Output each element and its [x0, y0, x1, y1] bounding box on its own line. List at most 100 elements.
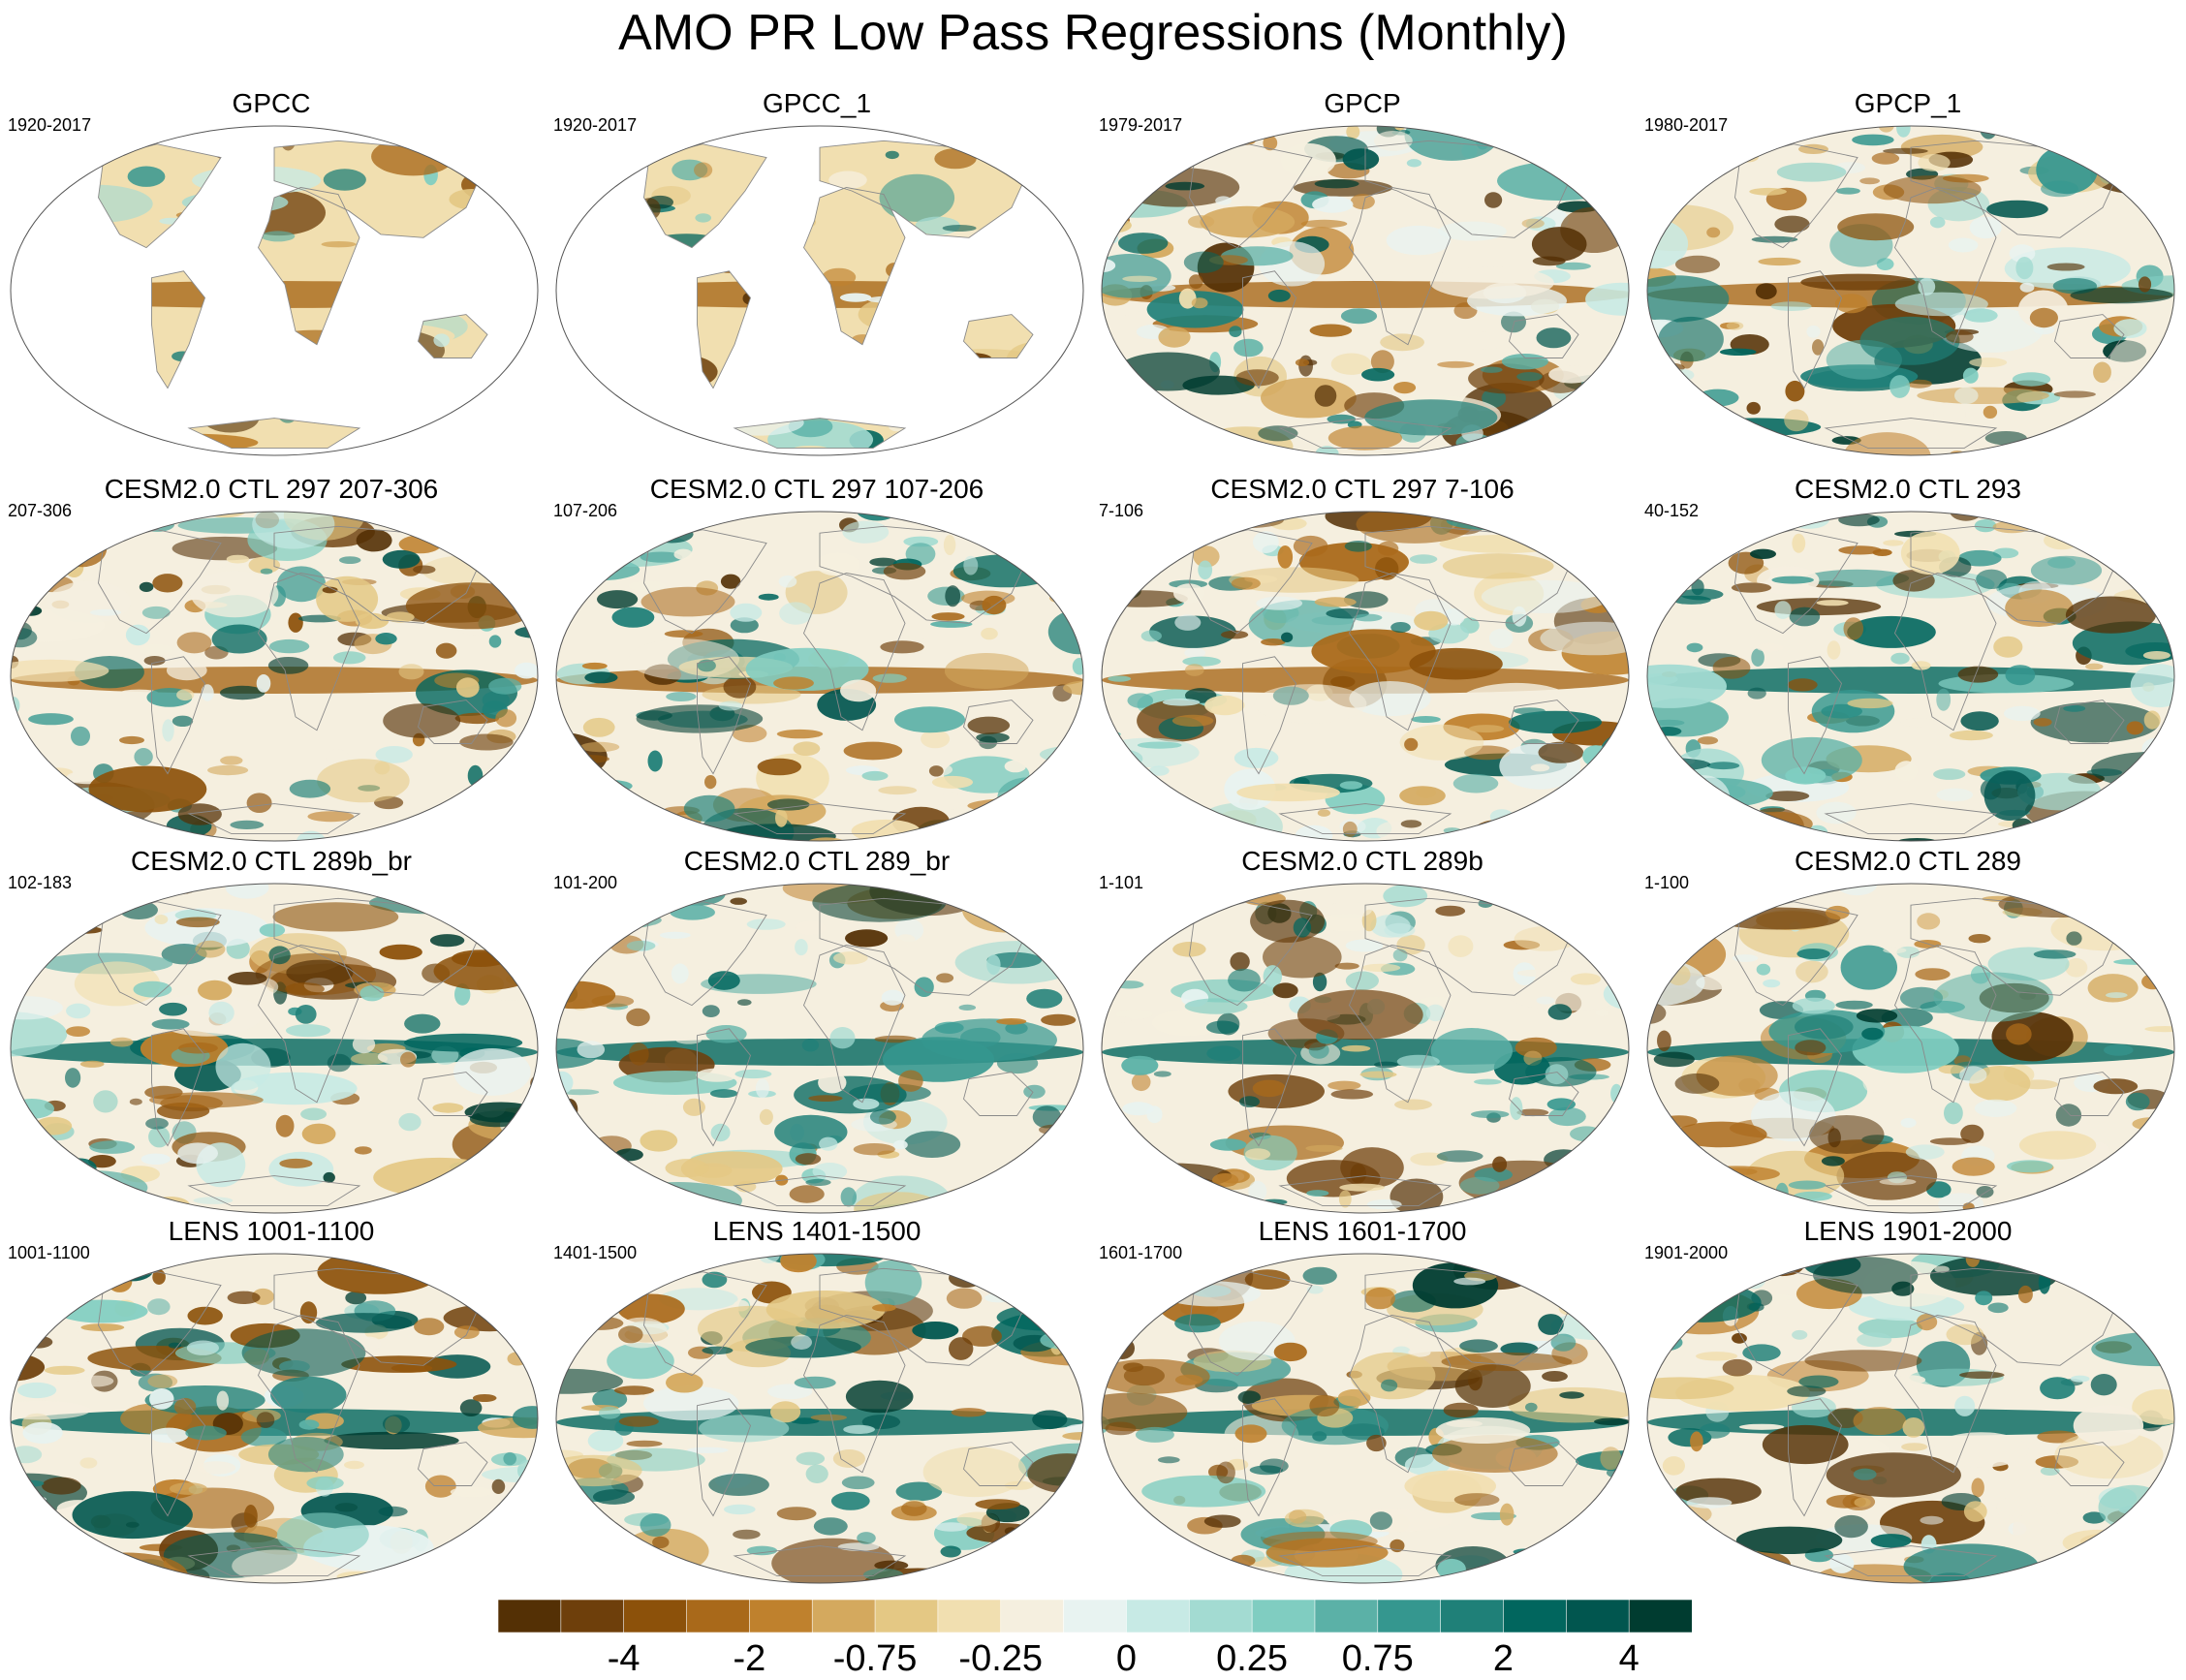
panel-title: CESM2.0 CTL 293: [1795, 474, 2021, 504]
colorbar-tick-label: -0.75: [832, 1638, 918, 1679]
colorbar-bin: [1503, 1600, 1568, 1633]
world-map: [1646, 125, 2175, 456]
world-map: [1646, 1253, 2175, 1584]
world-map: [1101, 1253, 1630, 1584]
colorbar-tick-label: -4: [607, 1638, 640, 1679]
colorbar-tick-label: 0.25: [1216, 1638, 1289, 1679]
map-panel: CESM2.0 CTL 297 207-306 207-306: [0, 473, 543, 851]
panel-period: 1401-1500: [553, 1243, 638, 1262]
panel-title: CESM2.0 CTL 297 107-206: [649, 474, 984, 504]
world-map: [1101, 883, 1630, 1214]
colorbar-bin: [1628, 1600, 1692, 1633]
map-panel: CESM2.0 CTL 289 1-100: [1637, 845, 2179, 1223]
panel-period: 40-152: [1644, 501, 1700, 520]
map-panel: LENS 1601-1700 1601-1700: [1091, 1215, 1634, 1593]
map-panel: CESM2.0 CTL 297 107-206 107-206: [546, 473, 1088, 851]
world-map: [10, 883, 539, 1214]
colorbar-bin: [1063, 1600, 1128, 1633]
map-outline: [1646, 511, 2175, 842]
regression-field: [1647, 126, 2174, 455]
panel-title: CESM2.0 CTL 289_br: [683, 846, 951, 876]
map-panel: GPCP_1 1980-2017: [1637, 87, 2179, 465]
regression-field: [1647, 884, 2174, 1213]
map-panel: LENS 1401-1500 1401-1500: [546, 1215, 1088, 1593]
panel-title: CESM2.0 CTL 289b_br: [131, 846, 412, 876]
panel-period: 1-100: [1644, 873, 1690, 892]
colorbar-bin: [1566, 1600, 1630, 1633]
panel-period: 1901-2000: [1644, 1243, 1729, 1262]
colorbar-bin: [1377, 1600, 1442, 1633]
map-outline: [555, 883, 1084, 1214]
panel-title: LENS 1401-1500: [712, 1216, 921, 1246]
colorbar: [498, 1600, 1692, 1633]
colorbar-bin: [937, 1600, 1002, 1633]
map-outline: [1101, 125, 1630, 456]
panel-title: LENS 1601-1700: [1258, 1216, 1467, 1246]
world-map: [10, 511, 539, 842]
map-panel: GPCC 1920-2017: [0, 87, 543, 465]
map-panel: LENS 1001-1100 1001-1100: [0, 1215, 543, 1593]
world-map: [1101, 125, 1630, 456]
map-outline: [1101, 883, 1630, 1214]
world-map: [555, 511, 1084, 842]
map-panel: LENS 1901-2000 1901-2000: [1637, 1215, 2179, 1593]
panel-title: GPCP: [1324, 88, 1401, 118]
colorbar-bin: [1251, 1600, 1316, 1633]
map-outline: [10, 1253, 539, 1584]
panel-period: 1979-2017: [1099, 115, 1183, 135]
colorbar-bin: [811, 1600, 876, 1633]
panel-title: CESM2.0 CTL 297 207-306: [104, 474, 439, 504]
map-outline: [10, 511, 539, 842]
panel-period: 7-106: [1099, 501, 1144, 520]
panel-period: 101-200: [553, 873, 618, 892]
map-panel: CESM2.0 CTL 289b_br 102-183: [0, 845, 543, 1223]
panel-period: 1980-2017: [1644, 115, 1729, 135]
map-outline: [1101, 1253, 1630, 1584]
map-outline: [1101, 511, 1630, 842]
regression-field: [11, 126, 538, 455]
panel-title: GPCC_1: [762, 88, 872, 118]
panel-title: CESM2.0 CTL 297 7-106: [1210, 474, 1515, 504]
panel-title: GPCP_1: [1854, 88, 1962, 118]
regression-field: [1102, 126, 1629, 455]
panel-period: 107-206: [553, 501, 618, 520]
colorbar-bin: [749, 1600, 814, 1633]
map-panel: GPCP 1979-2017: [1091, 87, 1634, 465]
regression-field: [11, 1254, 538, 1583]
colorbar-tick-label: 0: [1115, 1638, 1137, 1679]
map-outline: [555, 511, 1084, 842]
map-panel: CESM2.0 CTL 293 40-152: [1637, 473, 2179, 851]
panel-title: LENS 1001-1100: [168, 1216, 375, 1246]
world-map: [10, 125, 539, 456]
colorbar-bin: [686, 1600, 751, 1633]
regression-field: [11, 512, 538, 841]
panel-period: 1601-1700: [1099, 1243, 1183, 1262]
colorbar-tick-label: 2: [1492, 1638, 1515, 1679]
colorbar-bin: [1440, 1600, 1505, 1633]
colorbar-bin: [1000, 1600, 1065, 1633]
colorbar-tick-label: 0.75: [1341, 1638, 1414, 1679]
panel-period: 1920-2017: [553, 115, 638, 135]
colorbar-bin: [1188, 1600, 1253, 1633]
colorbar-bin: [1126, 1600, 1191, 1633]
figure-title: AMO PR Low Pass Regressions (Monthly): [618, 5, 1568, 61]
map-outline: [1646, 883, 2175, 1214]
world-map: [1646, 511, 2175, 842]
world-map: [1101, 511, 1630, 842]
panel-period: 1920-2017: [8, 115, 92, 135]
world-map: [555, 883, 1084, 1214]
panel-title: LENS 1901-2000: [1803, 1216, 2013, 1246]
colorbar-bin: [560, 1600, 625, 1633]
map-outline: [10, 125, 539, 456]
colorbar-bin: [498, 1600, 562, 1633]
world-map: [555, 125, 1084, 456]
regression-field: [1102, 884, 1629, 1213]
panel-period: 1001-1100: [8, 1243, 90, 1262]
map-outline: [555, 1253, 1084, 1584]
map-outline: [10, 883, 539, 1214]
map-outline: [1646, 125, 2175, 456]
regression-field: [556, 512, 1083, 841]
panel-period: 102-183: [8, 873, 73, 892]
map-panel: GPCC_1 1920-2017: [546, 87, 1088, 465]
colorbar-bin: [1314, 1600, 1379, 1633]
